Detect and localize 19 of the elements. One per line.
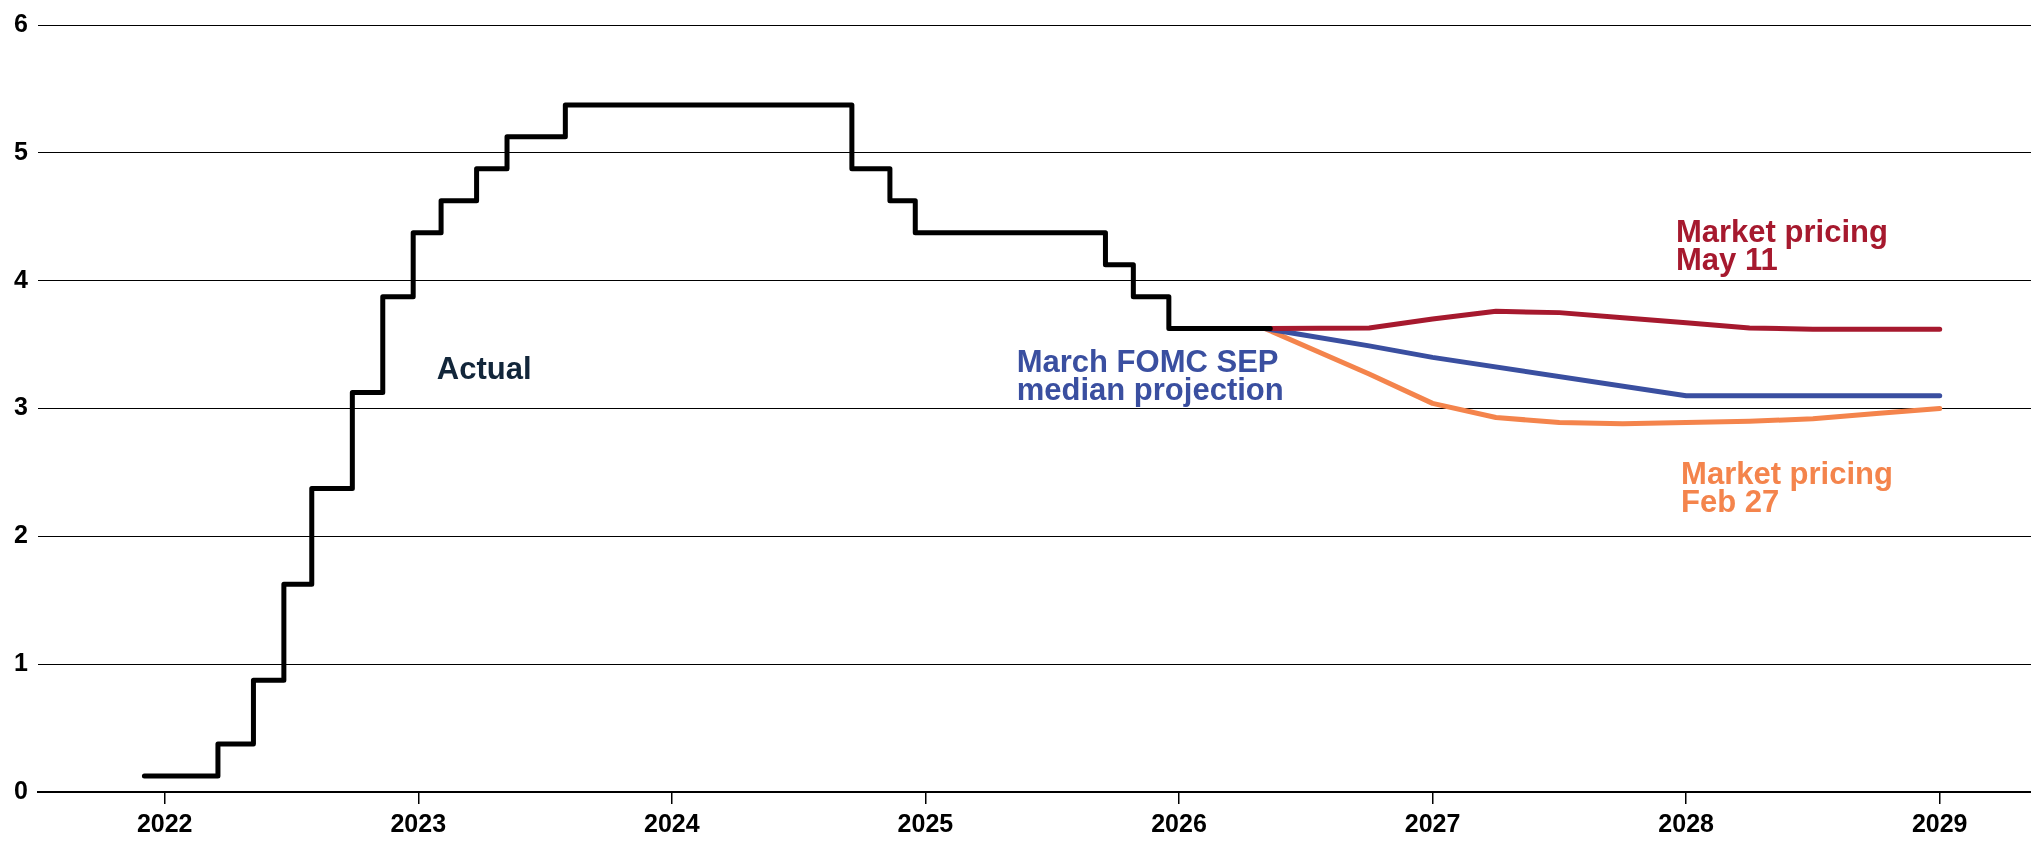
y-tick-label: 3 (14, 392, 28, 421)
x-tick-label: 2028 (1658, 808, 1715, 837)
x-tick-label: 2029 (1911, 808, 1968, 837)
series-label: Actual (436, 350, 532, 386)
x-tick-label: 2025 (897, 808, 954, 837)
x-tick-label: 2027 (1404, 808, 1461, 837)
y-tick-label: 4 (14, 264, 28, 293)
x-tick-label: 2023 (390, 808, 447, 837)
y-tick-label: 1 (14, 648, 28, 677)
series-label: Market pricing May 11 (1676, 213, 1888, 277)
y-tick-label: 5 (14, 136, 28, 165)
series-label: Market pricing Feb 27 (1681, 455, 1893, 519)
y-tick-label: 0 (14, 775, 28, 804)
y-tick-label: 2 (14, 520, 28, 549)
x-tick-label: 2026 (1151, 808, 1207, 837)
series-label: March FOMC SEP median projection (1016, 344, 1284, 408)
x-tick-label: 2024 (644, 808, 700, 837)
y-tick-label: 6 (14, 8, 28, 37)
x-tick-label: 2022 (136, 808, 193, 837)
